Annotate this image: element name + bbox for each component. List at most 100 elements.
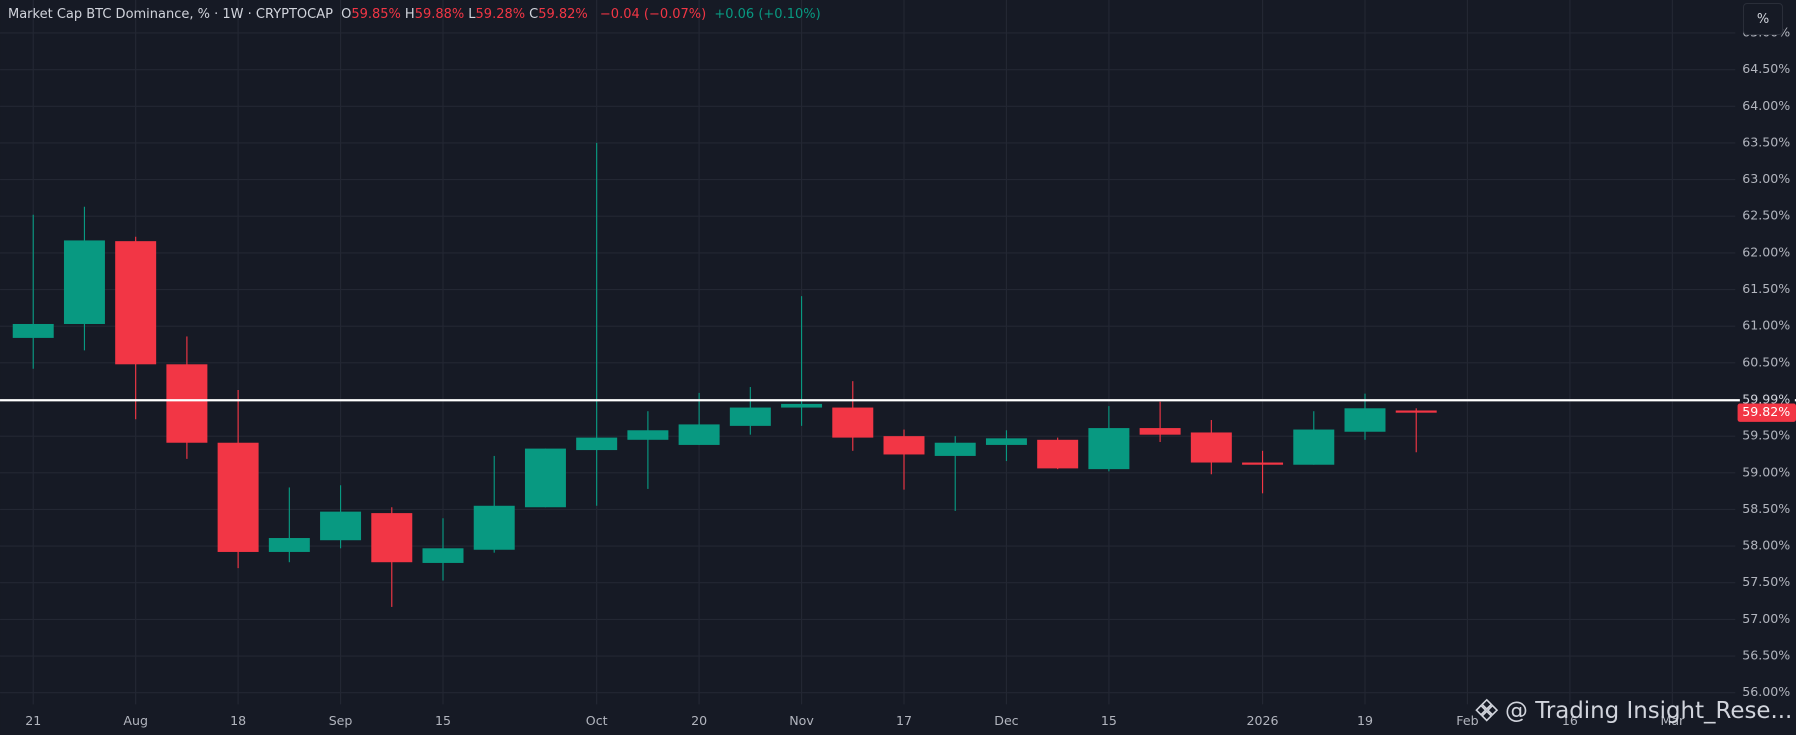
ohlc-values: O59.85% H59.88% L59.28% C59.82% xyxy=(341,7,592,22)
ohlc-key: L xyxy=(468,7,476,22)
y-tick-label: 56.00% xyxy=(1742,684,1790,699)
candle-body xyxy=(473,505,515,550)
candle-body xyxy=(1242,462,1284,465)
ohlc-value: 59.28% xyxy=(475,7,526,22)
candle-body xyxy=(371,513,413,563)
candle xyxy=(832,381,874,451)
y-tick-label: 59.00% xyxy=(1742,464,1790,479)
candle-body xyxy=(832,407,874,438)
candle-body xyxy=(320,511,362,541)
candle xyxy=(934,436,976,511)
y-tick-label: 58.50% xyxy=(1742,501,1790,516)
candle-body xyxy=(1293,429,1335,465)
y-tick-label: 63.00% xyxy=(1742,171,1790,186)
extra-change: +0.06 (+0.10%) xyxy=(714,7,821,22)
candle xyxy=(729,387,771,435)
ohlc-value: 59.88% xyxy=(414,7,465,22)
candle xyxy=(678,392,720,445)
candle xyxy=(63,206,105,351)
candle xyxy=(422,518,464,581)
x-tick-label: 2026 xyxy=(1247,713,1279,728)
y-tick-label: 64.00% xyxy=(1742,98,1790,113)
x-tick-label: 18 xyxy=(230,713,246,728)
y-tick-label: 62.00% xyxy=(1742,244,1790,259)
candles xyxy=(12,142,1437,607)
ohlc-value: 59.82% xyxy=(538,7,588,22)
x-tick-label: 21 xyxy=(25,713,41,728)
candle xyxy=(473,455,515,553)
x-tick-label: 15 xyxy=(435,713,451,728)
x-tick-label: Dec xyxy=(994,713,1018,728)
y-tick-label: 60.50% xyxy=(1742,354,1790,369)
candle xyxy=(1395,408,1437,453)
candle-body xyxy=(781,403,823,408)
series-title: Market Cap BTC Dominance, % · 1W · CRYPT… xyxy=(8,7,333,22)
watermark-icon xyxy=(1475,698,1499,722)
x-tick-label: Nov xyxy=(789,713,814,728)
ohlc-key: O xyxy=(341,7,352,22)
x-tick-label: Sep xyxy=(329,713,353,728)
x-tick-label: 16 xyxy=(1562,713,1578,728)
candle-body xyxy=(63,240,105,324)
candle xyxy=(883,429,925,490)
candle xyxy=(524,448,566,508)
ohlc-key: H xyxy=(404,7,415,22)
candle xyxy=(1190,420,1232,475)
candle-body xyxy=(883,436,925,455)
candle-body xyxy=(627,430,669,440)
y-tick-label: 61.50% xyxy=(1742,281,1790,296)
y-tick-label: 59.50% xyxy=(1742,428,1790,443)
y-tick-label: 57.50% xyxy=(1742,574,1790,589)
candle-body xyxy=(1344,408,1386,432)
x-tick-label: 15 xyxy=(1101,713,1117,728)
candle xyxy=(115,236,157,420)
candle-body xyxy=(115,241,157,365)
candle xyxy=(781,296,823,426)
candle-body xyxy=(268,538,310,552)
candle-body xyxy=(422,548,464,563)
legend: Market Cap BTC Dominance, % · 1W · CRYPT… xyxy=(8,7,825,22)
y-tick-label: 57.00% xyxy=(1742,611,1790,626)
candle xyxy=(985,430,1027,462)
candle-body xyxy=(729,407,771,426)
candle xyxy=(1293,411,1335,465)
candle xyxy=(268,487,310,563)
candle xyxy=(1088,406,1130,472)
hline-label: 59.99% xyxy=(1742,392,1790,407)
x-tick-label: Mar xyxy=(1660,713,1685,728)
y-tick-label: 58.00% xyxy=(1742,538,1790,553)
candle xyxy=(320,485,362,549)
watermark: @ Trading Insight_Rese... xyxy=(1475,698,1792,724)
y-tick-label: 62.50% xyxy=(1742,208,1790,223)
candle xyxy=(576,142,618,506)
x-tick-label: Aug xyxy=(123,713,148,728)
candle-body xyxy=(576,437,618,451)
y-tick-label: 56.50% xyxy=(1742,648,1790,663)
y-tick-label: 61.00% xyxy=(1742,318,1790,333)
last-price-marker xyxy=(1737,403,1796,422)
x-tick-label: 17 xyxy=(896,713,912,728)
candle-body xyxy=(1395,410,1437,413)
candle xyxy=(1037,437,1079,470)
candle xyxy=(371,507,413,607)
scale-button[interactable]: % xyxy=(1743,3,1783,35)
candle xyxy=(12,214,54,369)
axes: 56.00% 56.50% 57.00% 57.50% 58.00% 58.50% 59.0… xyxy=(0,24,1796,728)
y-tick-label: 63.50% xyxy=(1742,134,1790,149)
candle xyxy=(627,411,669,489)
ohlc-value: 59.85% xyxy=(351,7,401,22)
candle xyxy=(1242,450,1284,494)
x-tick-label: Feb xyxy=(1456,713,1478,728)
candle-body xyxy=(678,424,720,445)
last-price-label: 59.82% xyxy=(1742,404,1790,419)
candle xyxy=(1139,401,1181,443)
candle-body xyxy=(12,323,54,338)
candle-body xyxy=(524,448,566,508)
candle xyxy=(217,389,259,569)
candle-body xyxy=(1088,428,1130,470)
ohlc-key: C xyxy=(529,7,539,22)
x-tick-label: 19 xyxy=(1357,713,1373,728)
x-tick-label: 20 xyxy=(691,713,707,728)
candle xyxy=(166,336,208,459)
